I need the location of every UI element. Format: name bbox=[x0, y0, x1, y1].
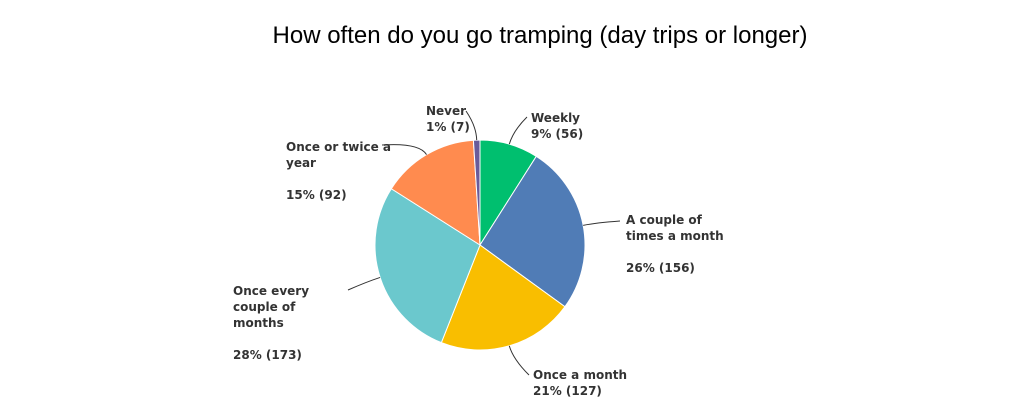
pie-slice bbox=[390, 139, 481, 246]
category-label: Once or twice a year bbox=[286, 140, 391, 170]
value-label: 21% (127) bbox=[533, 384, 602, 398]
value-label: 1% (7) bbox=[426, 120, 470, 134]
leader-line bbox=[347, 276, 381, 291]
category-label: Weekly bbox=[531, 111, 581, 125]
leader-line bbox=[465, 110, 478, 141]
slice-label: Weekly 9% (56) bbox=[531, 110, 641, 142]
value-label: 9% (56) bbox=[531, 127, 584, 141]
chart-title: How often do you go tramping (day trips … bbox=[272, 22, 808, 49]
category-label: A couple of times a month bbox=[626, 213, 724, 243]
leader-line bbox=[508, 116, 528, 145]
value-label: 15% (92) bbox=[286, 188, 347, 202]
slice-label: Once or twice a year 15% (92) bbox=[286, 139, 396, 203]
leader-line bbox=[381, 144, 427, 155]
value-label: 28% (173) bbox=[233, 348, 302, 362]
slice-label: A couple of times a month 26% (156) bbox=[626, 212, 736, 276]
pie-slice bbox=[479, 155, 586, 308]
category-label: Once every couple of months bbox=[233, 284, 310, 330]
leader-line bbox=[583, 220, 621, 226]
slice-label: Never 1% (7) bbox=[426, 103, 536, 135]
value-label: 26% (156) bbox=[626, 261, 695, 275]
slice-label: Once a month 21% (127) bbox=[533, 367, 643, 399]
category-label: Once a month bbox=[533, 368, 628, 382]
slice-label: Once every couple of months 28% (173) bbox=[233, 283, 343, 363]
category-label: Never bbox=[426, 104, 467, 118]
leader-line bbox=[508, 345, 530, 376]
pie-slice bbox=[440, 244, 566, 351]
